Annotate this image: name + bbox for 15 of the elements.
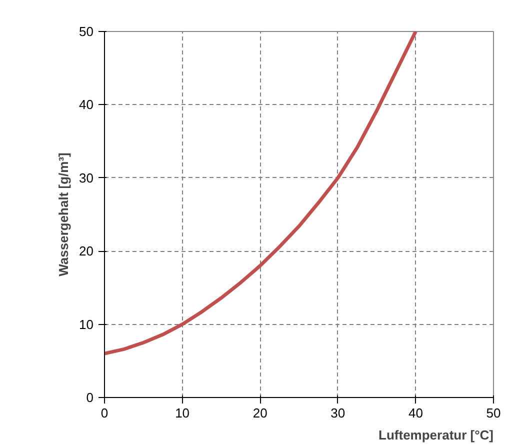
y-tick-label: 30 (79, 170, 94, 186)
x-tick-label: 0 (100, 406, 108, 420)
x-tick-label: 50 (486, 406, 501, 420)
y-axis-title: Wassergehalt [g/m³] (56, 152, 72, 276)
x-tick-label: 30 (330, 406, 346, 420)
y-tick-label: 40 (79, 97, 94, 112)
y-tick-label: 20 (79, 244, 94, 259)
line-series (104, 32, 418, 356)
y-tick-label: 10 (79, 316, 94, 332)
x-tick-label: 20 (252, 406, 268, 420)
x-axis-title: Luftemperatur [°C] (378, 428, 494, 442)
y-tick-label: 0 (86, 390, 94, 405)
x-tick-label: 10 (175, 406, 190, 420)
y-tick-label: 50 (79, 24, 94, 39)
x-tick-label: 40 (408, 406, 423, 420)
